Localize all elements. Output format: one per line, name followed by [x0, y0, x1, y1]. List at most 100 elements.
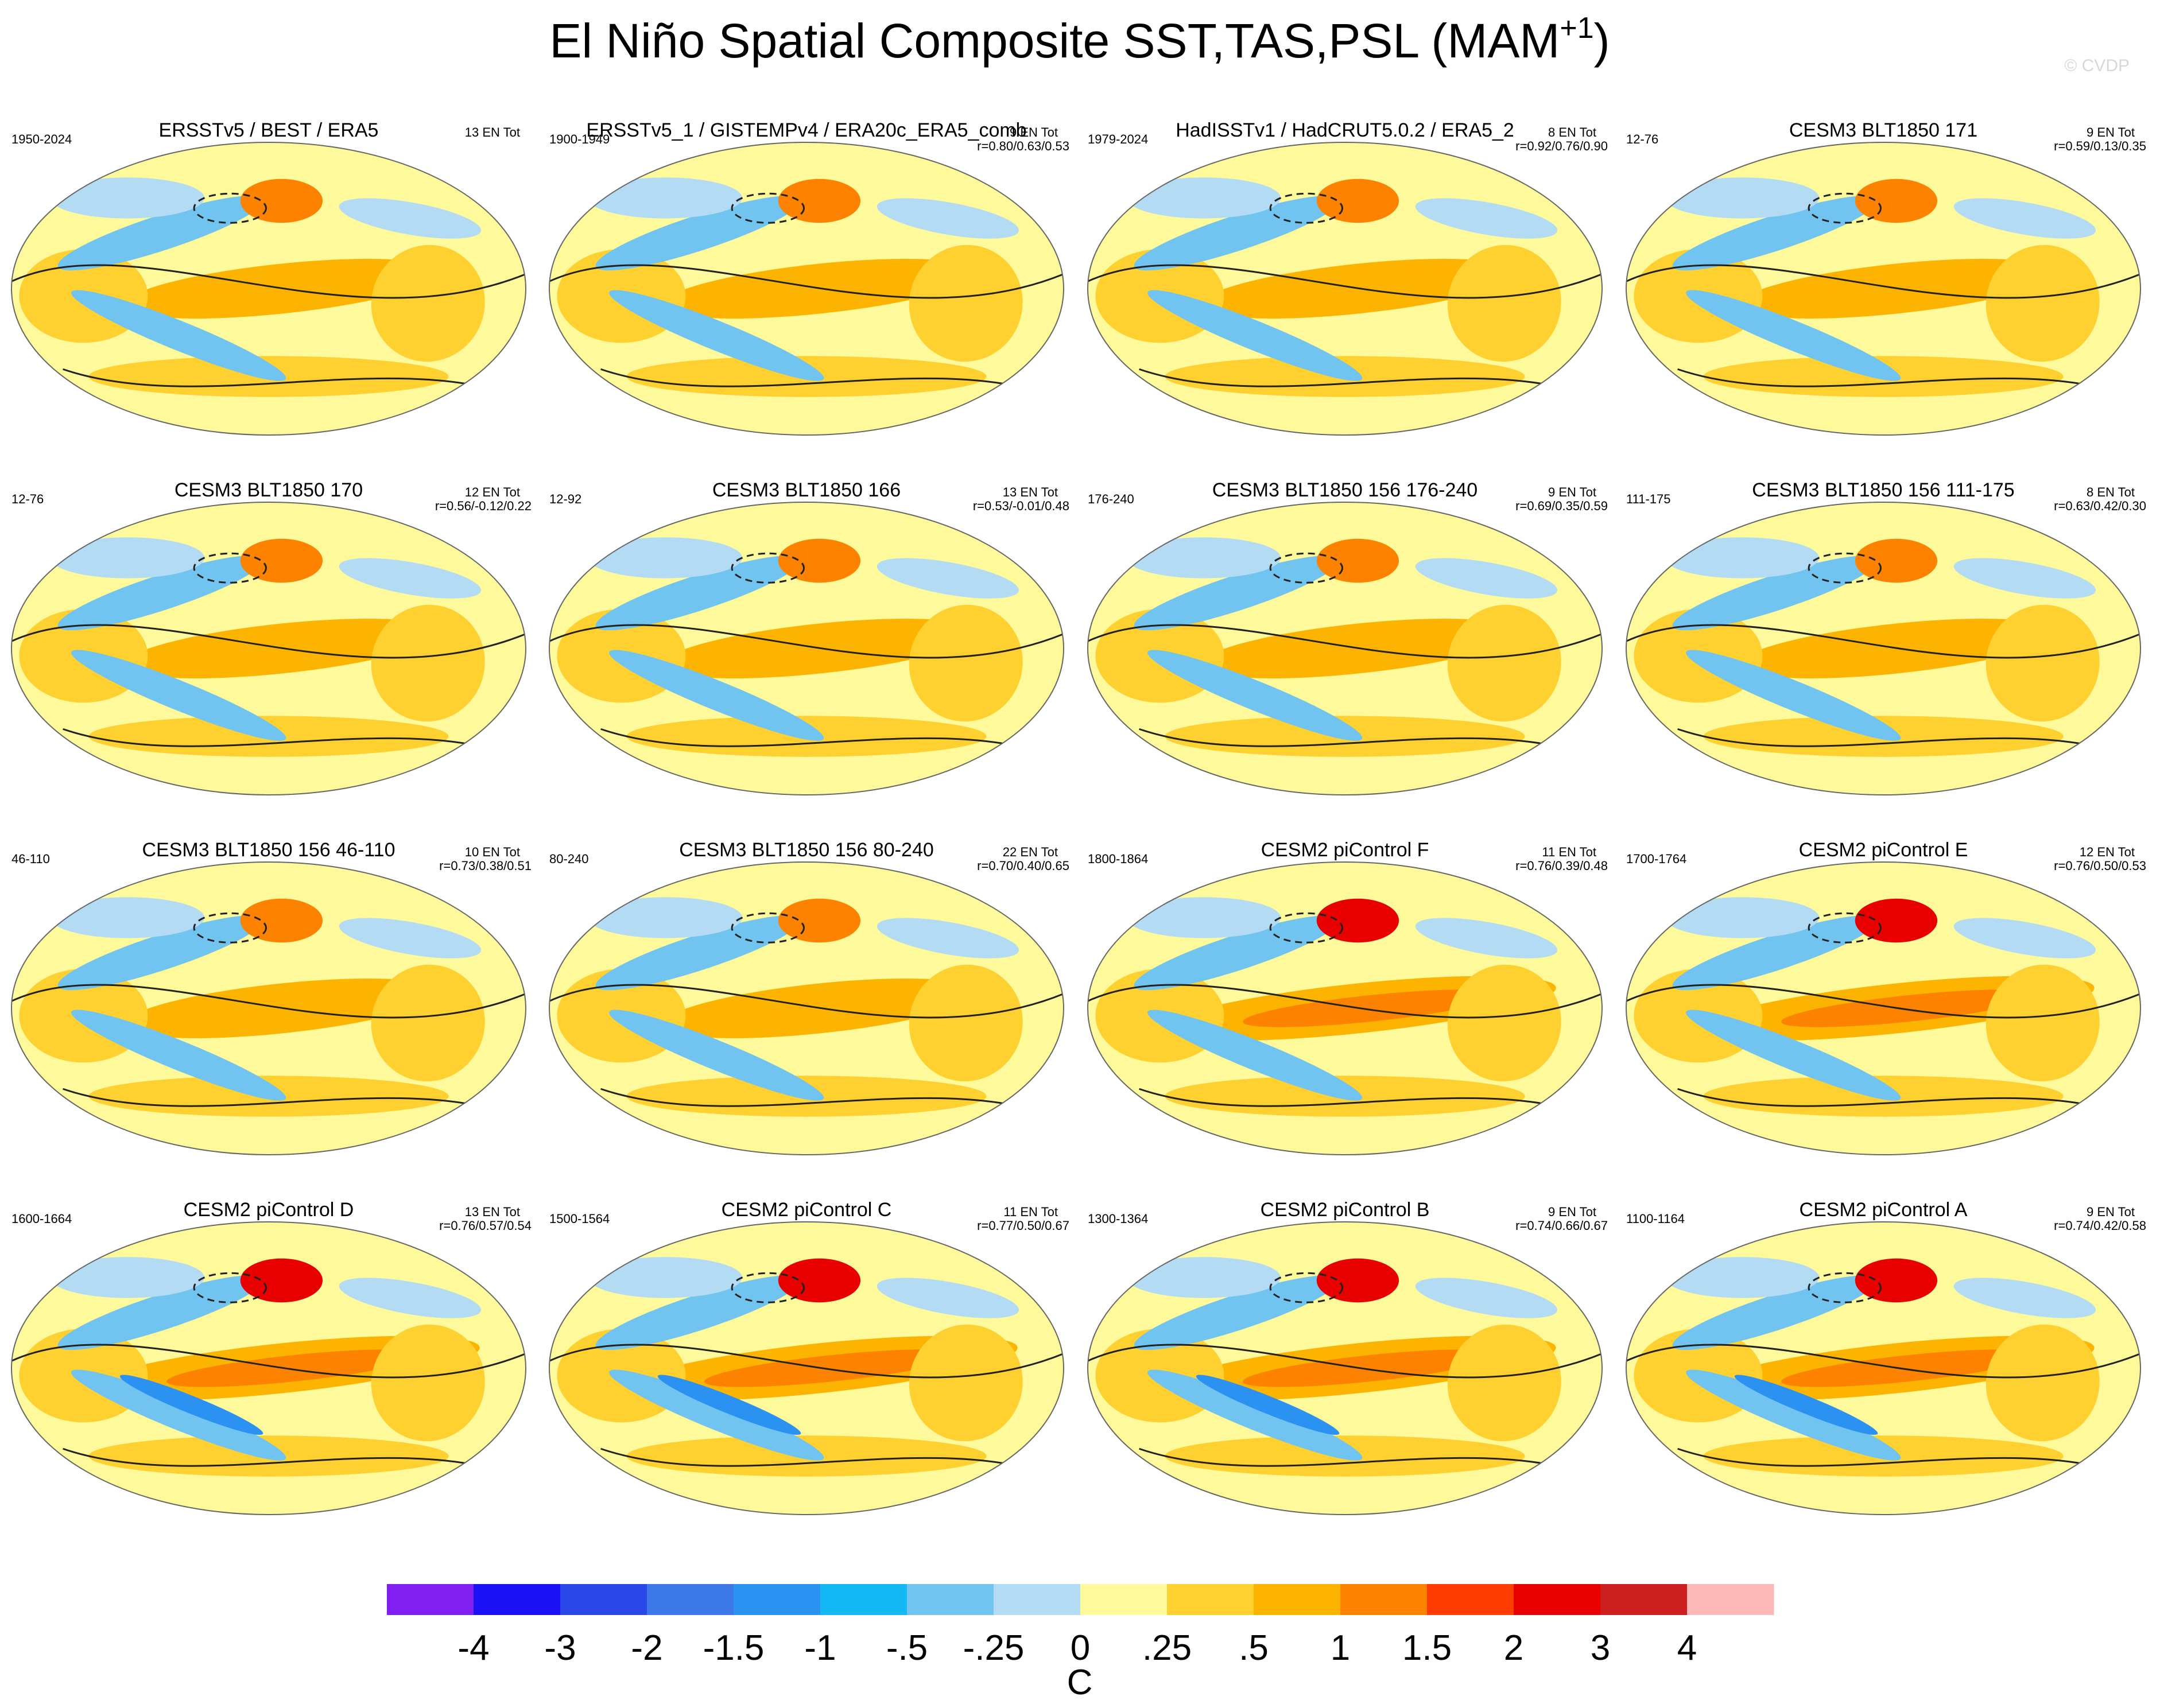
psl-contour — [1139, 368, 1577, 392]
warm-anomaly-core — [192, 991, 397, 1026]
warm-anomaly-atlantic — [1447, 1324, 1561, 1442]
warm-anomaly-core — [1243, 989, 1499, 1027]
panel-title: CESM2 piControl F — [1261, 839, 1429, 861]
warm-anomaly-core — [192, 271, 397, 306]
cool-anomaly-north-pacific — [57, 196, 264, 271]
map-panel: CESM2 piControl A 1100-1164 9 EN Totr=0.74… — [1626, 1199, 2146, 1515]
cool-anomaly-spcz — [119, 1375, 263, 1435]
panel-event-count: 9 EN Tot — [1010, 125, 1058, 139]
cool-anomaly-north-atlantic — [1953, 558, 2096, 599]
map-panel: CESM3 BLT1850 156 111-175 111-175 8 EN Tot… — [1626, 479, 2146, 795]
map-panel: CESM2 piControl F 1800-1864 11 EN Totr=0.7… — [1087, 839, 1608, 1155]
anomaly-field — [11, 897, 526, 1117]
map-panel: CESM3 BLT1850 171 12-76 9 EN Totr=0.59/0.1… — [1626, 119, 2146, 436]
cool-anomaly-north-atlantic — [1953, 918, 2096, 958]
psl-contour-negative — [1808, 552, 1882, 584]
colorbar-segment — [560, 1584, 647, 1615]
warm-anomaly-core — [1806, 631, 2012, 666]
warm-anomaly-north-america — [240, 538, 323, 583]
cool-anomaly-high-latitudes — [1665, 177, 1820, 219]
colorbar: -4 -3 -2 -1.5 -1 -.5 -.25 0 .25 .5 1 1.5 2 3 4 C — [387, 1584, 1774, 1702]
warm-anomaly-north-america — [1855, 898, 1938, 943]
panel-correlation: r=0.80/0.63/0.53 — [977, 139, 1069, 153]
colorbar-tick-label: -.5 — [886, 1628, 928, 1668]
psl-contour — [1088, 624, 1602, 659]
panel-period: 111-175 — [1626, 492, 1670, 506]
panel-correlation: r=0.69/0.35/0.59 — [1515, 499, 1608, 513]
cool-anomaly-north-pacific — [1134, 196, 1340, 271]
panel-period: 1600-1664 — [11, 1212, 72, 1226]
map-outline — [11, 502, 526, 795]
colorbar-tick-label: 3 — [1591, 1628, 1610, 1668]
cool-anomaly-high-latitudes — [1126, 897, 1281, 938]
colorbar-tick-label: -3 — [544, 1628, 576, 1668]
warm-anomaly-atlantic — [1447, 964, 1561, 1082]
warm-anomaly-atlantic — [371, 604, 485, 722]
panel-title: ERSSTv5_1 / GISTEMPv4 / ERA20c_ERA5_comb — [586, 119, 1026, 141]
map-outline — [549, 1221, 1064, 1515]
anomaly-field — [549, 537, 1064, 757]
cool-anomaly-north-atlantic — [1415, 1278, 1558, 1318]
cool-anomaly-high-latitudes — [1665, 537, 1820, 579]
anomaly-field — [11, 1257, 526, 1477]
map-panel: CESM3 BLT1850 156 176-240 176-240 9 EN Tot… — [1087, 479, 1608, 795]
panel-event-count: 13 EN Tot — [465, 1205, 520, 1219]
warm-anomaly-north-america — [240, 178, 323, 223]
cool-anomaly-spcz — [1196, 1375, 1340, 1435]
panel-event-count: 9 EN Tot — [2087, 1205, 2135, 1219]
map-panel: CESM2 piControl B 1300-1364 9 EN Totr=0.74… — [1087, 1199, 1608, 1515]
panel-event-count: 9 EN Tot — [2087, 125, 2135, 139]
colorbar-tick-label: 0 — [1071, 1628, 1090, 1668]
psl-contour — [11, 624, 526, 659]
colorbar-segment — [907, 1584, 994, 1615]
cool-anomaly-high-latitudes — [1126, 1257, 1281, 1298]
panel-period: 1979-2024 — [1088, 132, 1148, 146]
cool-anomaly-north-pacific — [1672, 1275, 1879, 1350]
cool-anomaly-north-pacific — [57, 915, 264, 991]
anomaly-field — [1626, 537, 2140, 757]
cool-anomaly-north-pacific — [1672, 556, 1879, 631]
panel-title: CESM2 piControl A — [1800, 1199, 1968, 1221]
cool-anomaly-south-pacific — [1686, 1010, 1901, 1101]
map-outline — [549, 502, 1064, 795]
psl-contour — [600, 1447, 1038, 1472]
psl-contour — [600, 368, 1038, 392]
psl-contour — [63, 728, 501, 752]
warm-anomaly-north-america — [778, 178, 861, 223]
cool-anomaly-north-pacific — [1134, 915, 1340, 991]
panel-period: 1100-1164 — [1626, 1212, 1685, 1226]
cool-anomaly-south-pacific — [609, 1369, 824, 1461]
anomaly-field — [1626, 177, 2140, 397]
panel-correlation: r=0.56/-0.12/0.22 — [435, 499, 532, 513]
warm-anomaly-core — [1781, 989, 2037, 1027]
warm-anomaly-core — [1806, 271, 2012, 306]
cool-anomaly-south-pacific — [1686, 290, 1901, 381]
warm-anomaly-north-america — [1855, 178, 1938, 223]
cool-anomaly-south-pacific — [609, 290, 824, 381]
colorbar-tick-label: .25 — [1142, 1628, 1192, 1668]
cool-anomaly-south-pacific — [71, 1010, 286, 1101]
warm-anomaly-core — [166, 1349, 422, 1387]
panel-title: CESM2 piControl B — [1261, 1199, 1430, 1221]
cool-anomaly-north-atlantic — [877, 558, 1019, 599]
colorbar-tick-label: 4 — [1677, 1628, 1697, 1668]
warm-anomaly-core — [730, 991, 935, 1026]
panel-correlation: r=0.59/0.13/0.35 — [2054, 139, 2146, 153]
warm-anomaly-atlantic — [1986, 244, 2100, 362]
cool-anomaly-south-pacific — [71, 1369, 286, 1461]
panel-title: CESM3 BLT1850 156 176-240 — [1212, 479, 1478, 501]
cool-anomaly-north-atlantic — [1415, 558, 1558, 599]
psl-contour — [549, 624, 1064, 659]
cool-anomaly-north-pacific — [1672, 196, 1879, 271]
psl-contour — [1626, 624, 2140, 659]
map-panel: CESM3 BLT1850 156 80-240 80-240 22 EN Totr… — [549, 839, 1069, 1155]
warm-anomaly-atlantic — [1986, 604, 2100, 722]
panel-period: 176-240 — [1088, 492, 1134, 506]
anomaly-field — [1088, 897, 1602, 1117]
warm-anomaly-north-america — [778, 898, 861, 943]
psl-contour — [549, 984, 1064, 1019]
panel-title: HadISSTv1 / HadCRUT5.0.2 / ERA5_2 — [1176, 119, 1514, 141]
warm-anomaly-north-america — [778, 1258, 861, 1303]
psl-contour — [1139, 1447, 1577, 1472]
colorbar-tick-label: 2 — [1504, 1628, 1523, 1668]
